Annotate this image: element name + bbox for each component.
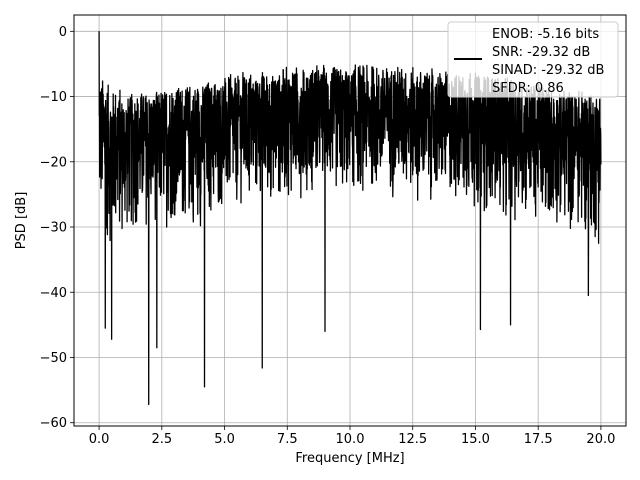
x-tick-label: 20.0 (586, 432, 615, 447)
x-tick-label: 7.5 (277, 432, 298, 447)
x-tick-label: 17.5 (524, 432, 553, 447)
y-tick-label: −30 (40, 221, 67, 236)
x-tick-label: 5.0 (214, 432, 235, 447)
x-ticks: 0.0 2.5 5.0 7.5 10.0 12.5 15.0 17.5 20.0 (89, 426, 615, 447)
y-tick-label: −40 (40, 286, 67, 301)
legend-box (447, 21, 619, 98)
psd-series-line (98, 31, 602, 406)
legend-entry-enob: ENOB: -5.16 bits (492, 27, 599, 42)
x-tick-label: 12.5 (398, 432, 427, 447)
y-axis-label: PSD [dB] (14, 192, 29, 250)
y-tick-label: −10 (40, 90, 67, 105)
y-ticks: 0 −10 −20 −30 −40 −50 −60 (40, 25, 74, 431)
y-tick-label: 0 (59, 25, 67, 40)
legend-entry-snr: SNR: -29.32 dB (492, 45, 590, 60)
y-tick-label: −20 (40, 155, 67, 170)
legend: ENOB: -5.16 bits SNR: -29.32 dB SINAD: -… (447, 21, 619, 98)
x-tick-label: 15.0 (461, 432, 490, 447)
x-axis-label: Frequency [MHz] (295, 451, 404, 466)
y-tick-label: −60 (40, 416, 67, 431)
x-tick-label: 2.5 (151, 432, 172, 447)
plot-area (98, 31, 602, 406)
legend-entry-sinad: SINAD: -29.32 dB (492, 63, 604, 78)
y-tick-label: −50 (40, 351, 67, 366)
x-tick-label: 0.0 (89, 432, 110, 447)
x-tick-label: 10.0 (336, 432, 365, 447)
legend-entry-sfdr: SFDR: 0.86 (492, 81, 564, 96)
